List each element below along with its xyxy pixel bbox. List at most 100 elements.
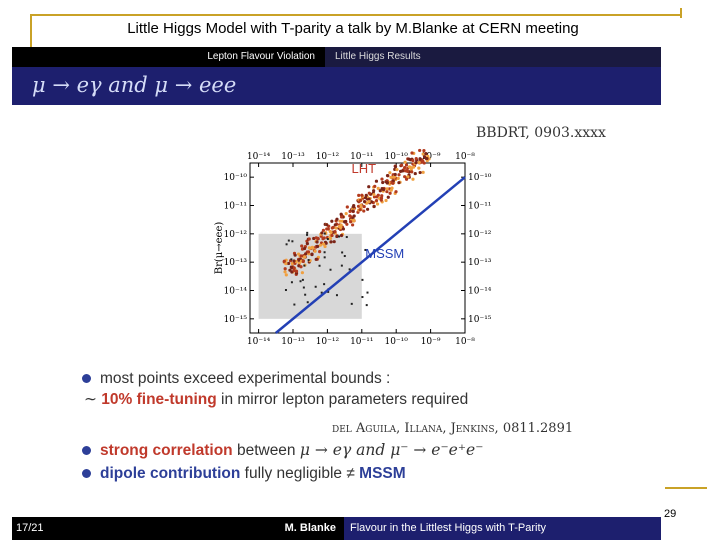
- bullet-dot: [82, 446, 91, 455]
- lht-point: [318, 243, 323, 247]
- sparse-point: [329, 268, 332, 271]
- slide-title-bar: [12, 67, 661, 105]
- sparse-point: [291, 240, 294, 243]
- sparse-point: [326, 238, 329, 241]
- lht-point: [299, 254, 303, 258]
- bullet-3: dipole contribution fully negligible ≠ M…: [82, 462, 642, 485]
- lht-point: [356, 204, 361, 208]
- lht-point: [324, 241, 328, 245]
- lht-point: [303, 255, 307, 259]
- x-tick-label-top: 10⁻¹³: [281, 152, 305, 162]
- sparse-point: [323, 256, 326, 259]
- lht-point: [289, 265, 293, 269]
- sparse-point: [307, 259, 310, 262]
- sparse-point: [290, 258, 293, 261]
- lht-point: [304, 252, 308, 256]
- tab-lepton-flavour-violation[interactable]: Lepton Flavour Violation: [207, 51, 315, 62]
- lht-point: [418, 157, 422, 161]
- bullet-list: most points exceed experimental bounds :…: [82, 367, 642, 485]
- lht-point: [314, 257, 318, 261]
- lht-point: [384, 198, 388, 203]
- fine-tuning-rest: in mirror lepton parameters required: [216, 391, 469, 408]
- lht-point: [352, 214, 356, 218]
- lht-point: [351, 223, 355, 227]
- lht-point: [344, 212, 348, 216]
- lht-point: [379, 198, 383, 202]
- reference: del Aguila, Illana, Jenkins, 0811.2891: [332, 421, 574, 436]
- lht-point: [357, 193, 361, 197]
- lht-point: [343, 220, 347, 224]
- not-equal-symbol: ≠: [346, 465, 360, 482]
- lht-point: [359, 203, 363, 207]
- lht-point: [380, 186, 384, 191]
- lht-point: [299, 265, 303, 269]
- y-tick-label-right: 10⁻¹⁵: [468, 315, 492, 325]
- lht-point: [389, 175, 393, 180]
- lht-point: [380, 177, 384, 181]
- y-tick-label-left: 10⁻¹⁴: [224, 287, 248, 297]
- bullet-1: most points exceed experimental bounds :: [82, 367, 642, 390]
- lht-point: [412, 165, 416, 169]
- lht-point: [318, 250, 322, 254]
- lht-point: [310, 252, 314, 256]
- lht-point: [406, 175, 410, 179]
- lht-point: [367, 185, 371, 189]
- slide: Lepton Flavour Violation Little Higgs Re…: [12, 47, 661, 540]
- lht-point: [380, 194, 384, 198]
- plot-frame: [249, 162, 466, 334]
- bullet-dot: [82, 374, 91, 383]
- lht-point: [300, 271, 305, 275]
- sparse-point: [284, 289, 287, 292]
- sparse-point: [293, 303, 296, 306]
- lht-point: [367, 199, 371, 204]
- bullet-2-rest: between: [232, 442, 300, 459]
- lht-point: [395, 168, 399, 172]
- lht-point: [293, 253, 297, 257]
- y-axis-label: Br(μ→eee): [214, 222, 225, 275]
- sparse-point: [335, 294, 338, 297]
- lht-point: [394, 190, 398, 194]
- lht-point: [292, 259, 296, 263]
- lht-point: [421, 170, 425, 174]
- bullet-2: strong correlation between μ → eγ and μ⁻…: [82, 439, 642, 462]
- lht-point: [372, 204, 376, 208]
- sparse-point: [348, 268, 351, 271]
- bullet-3-accent: dipole contribution: [100, 465, 241, 482]
- y-tick-label-left: 10⁻¹⁵: [224, 315, 248, 325]
- lht-point: [374, 179, 379, 183]
- sparse-point: [364, 248, 367, 251]
- tilde-symbol: ∼: [84, 391, 102, 408]
- lht-point: [334, 226, 338, 230]
- y-tick-label-left: 10⁻¹¹: [224, 202, 247, 212]
- lht-point: [329, 240, 333, 244]
- lht-point: [339, 233, 344, 238]
- lht-point: [414, 161, 418, 165]
- lht-point: [316, 236, 320, 240]
- lht-point: [421, 152, 425, 156]
- lht-point: [417, 160, 421, 165]
- lht-point: [374, 198, 379, 203]
- sparse-point: [345, 236, 348, 239]
- lht-point: [418, 170, 422, 175]
- y-tick-label-left: 10⁻¹²: [224, 230, 248, 240]
- lht-point: [292, 268, 296, 273]
- sparse-point: [318, 264, 321, 267]
- lht-point: [352, 203, 356, 208]
- sparse-point: [365, 304, 368, 307]
- sparse-point: [323, 283, 326, 286]
- lht-point: [425, 156, 429, 161]
- bullet-3-rest: fully negligible: [240, 465, 347, 482]
- sparse-point: [306, 233, 309, 236]
- sparse-point: [361, 278, 364, 281]
- sparse-point: [302, 286, 305, 289]
- lht-point: [341, 227, 345, 231]
- y-tick-label-left: 10⁻¹⁰: [224, 173, 248, 183]
- bullet-2-math: μ → eγ and μ⁻ → e⁻e⁺e⁻: [299, 441, 484, 459]
- scatter-plot: 10⁻¹⁴ 10⁻¹⁴ 10⁻¹³ 10⁻¹³ 10⁻¹² 10⁻¹² 10⁻¹¹ 10⁻¹¹…: [214, 148, 492, 347]
- tab-little-higgs-results[interactable]: Little Higgs Results: [325, 47, 661, 67]
- y-tick-label-right: 10⁻¹⁴: [468, 287, 492, 297]
- lht-point: [367, 191, 371, 195]
- lht-point: [411, 177, 415, 181]
- lht-point: [373, 184, 377, 188]
- x-tick-label-bottom: 10⁻¹²: [316, 337, 340, 347]
